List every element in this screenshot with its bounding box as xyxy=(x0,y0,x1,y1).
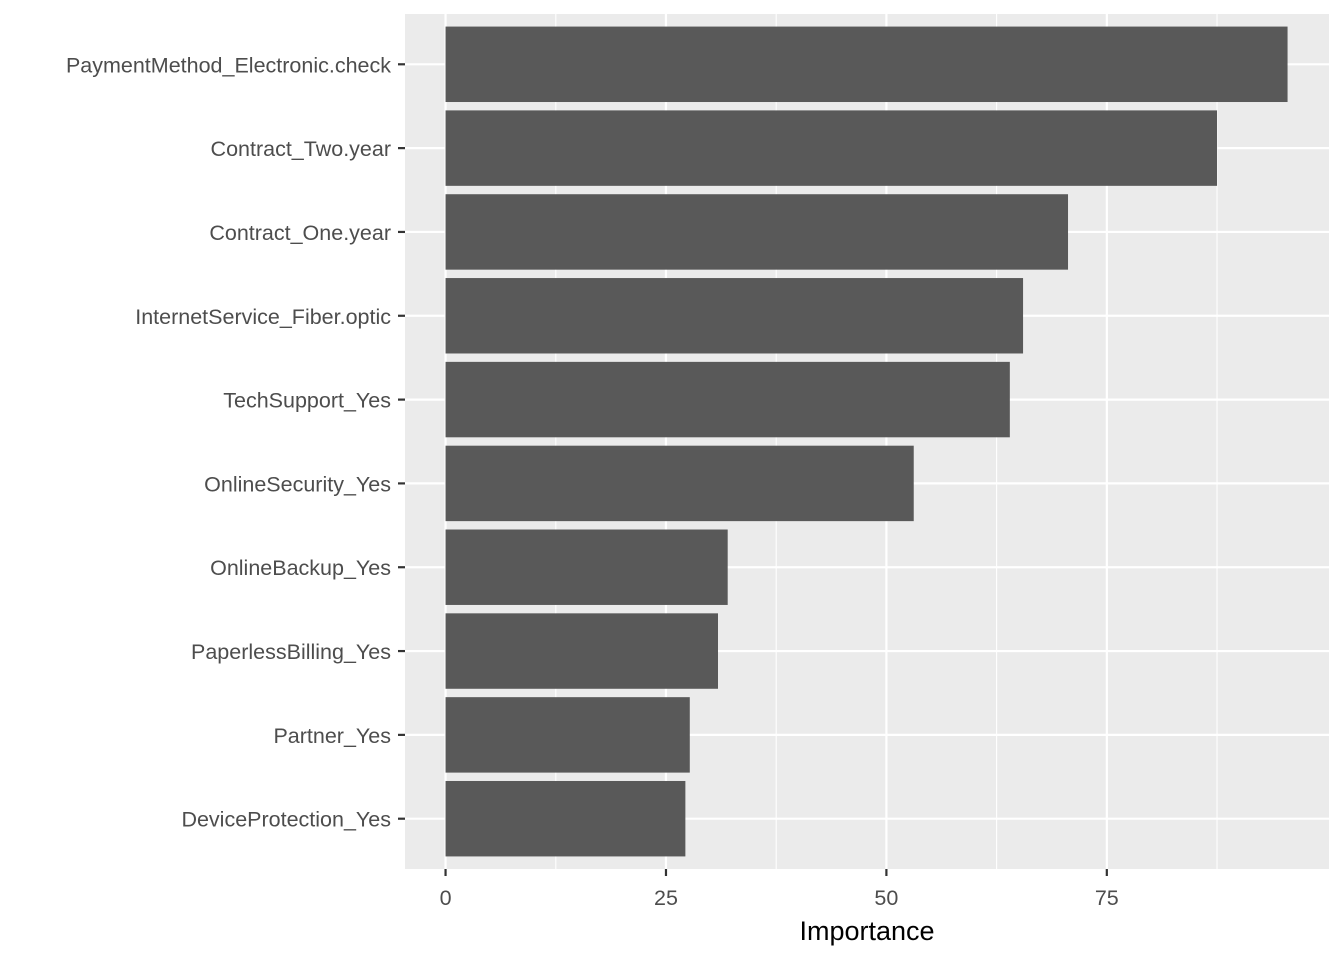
x-tick-label: 0 xyxy=(440,886,452,910)
x-axis-title: Importance xyxy=(799,916,934,946)
x-axis: 0 25 50 75 xyxy=(440,869,1119,910)
x-tick-label: 50 xyxy=(874,886,898,910)
y-tick-label: TechSupport_Yes xyxy=(223,389,391,413)
y-tick-label: OnlineSecurity_Yes xyxy=(204,472,391,496)
y-tick-label: PaymentMethod_Electronic.check xyxy=(66,53,391,77)
bar xyxy=(445,529,728,605)
y-tick-label: Partner_Yes xyxy=(273,724,391,748)
bars xyxy=(445,26,1288,857)
y-tick-label: DeviceProtection_Yes xyxy=(181,808,391,832)
y-tick-label: Contract_Two.year xyxy=(211,137,391,161)
x-tick-label: 75 xyxy=(1095,886,1119,910)
bar xyxy=(445,445,914,522)
bar xyxy=(445,26,1288,103)
y-tick-label: PaperlessBilling_Yes xyxy=(191,640,391,664)
y-tick-label: InternetService_Fiber.optic xyxy=(135,305,391,329)
x-tick-label: 25 xyxy=(654,886,678,910)
bar xyxy=(445,194,1069,270)
y-axis: PaymentMethod_Electronic.check Contract_T… xyxy=(66,53,405,832)
y-tick-label: OnlineBackup_Yes xyxy=(210,556,391,580)
bar xyxy=(445,780,686,857)
y-tick-label: Contract_One.year xyxy=(209,221,391,245)
bar xyxy=(445,697,690,773)
bar xyxy=(445,110,1218,186)
bar xyxy=(445,613,718,689)
bar xyxy=(445,361,1010,438)
bar xyxy=(445,278,1024,354)
